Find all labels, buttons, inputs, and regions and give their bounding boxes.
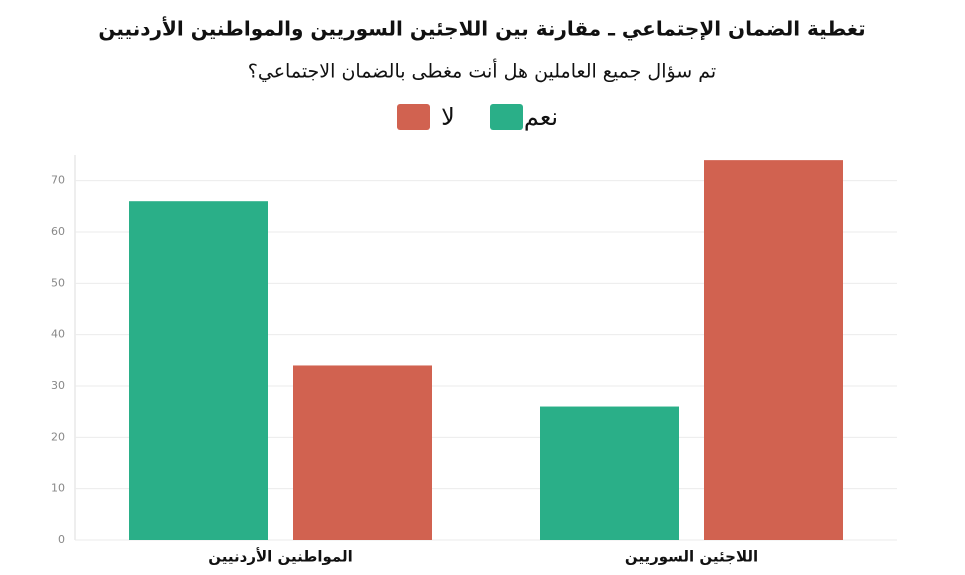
x-tick-label: اللاجئين السوريين [625,548,758,566]
y-tick-label: 60 [51,225,65,238]
bar [540,406,679,540]
bar [704,160,843,540]
y-tick-label: 0 [58,533,65,546]
y-tick-label: 20 [51,430,65,443]
y-tick-label: 10 [51,482,65,495]
bar [129,201,268,540]
y-tick-label: 50 [51,276,65,289]
x-tick-label: المواطنين الأردنيين [208,548,353,566]
chart-title: تغطية الضمان الإجتماعي ـ مقارنة بين اللا… [98,16,865,42]
chart-subtitle: تم سؤال جميع العاملين هل أنت مغطى بالضما… [248,59,716,83]
legend-label: نعم [524,103,558,131]
y-tick-label: 70 [51,174,65,187]
legend-swatch [397,104,430,130]
y-tick-label: 40 [51,328,65,341]
y-tick-label: 30 [51,379,65,392]
legend-label: لا [441,103,455,131]
legend-swatch [490,104,523,130]
bar [293,365,432,540]
